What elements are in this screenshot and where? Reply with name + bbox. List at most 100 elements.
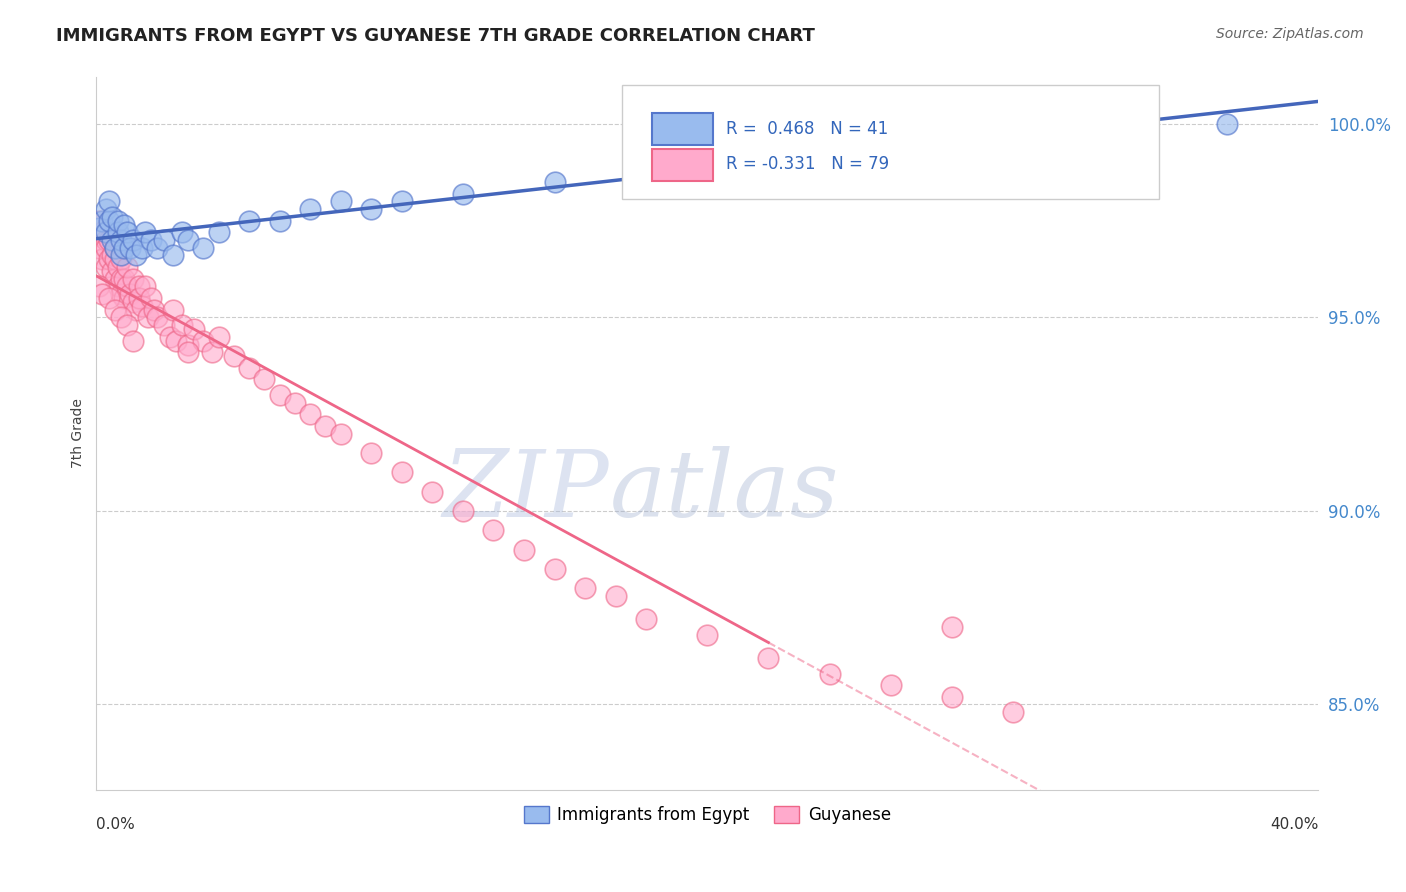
Point	[125, 248, 148, 262]
Point	[97, 213, 120, 227]
Point	[100, 233, 122, 247]
Text: IMMIGRANTS FROM EGYPT VS GUYANESE 7TH GRADE CORRELATION CHART: IMMIGRANTS FROM EGYPT VS GUYANESE 7TH GR…	[56, 27, 815, 45]
Point	[125, 302, 148, 317]
Point	[207, 330, 229, 344]
Point	[152, 318, 174, 333]
Point	[818, 666, 841, 681]
Point	[451, 504, 474, 518]
Point	[128, 291, 150, 305]
Point	[97, 233, 120, 247]
Point	[482, 524, 505, 538]
Text: 40.0%: 40.0%	[1270, 817, 1319, 832]
Point	[104, 252, 127, 267]
Point	[207, 225, 229, 239]
Point	[360, 446, 382, 460]
Point	[107, 213, 129, 227]
Point	[238, 360, 260, 375]
Point	[97, 194, 120, 209]
Point	[193, 334, 215, 348]
Point	[284, 395, 307, 409]
Point	[118, 287, 141, 301]
Point	[128, 279, 150, 293]
Y-axis label: 7th Grade: 7th Grade	[72, 399, 86, 468]
Point	[183, 322, 205, 336]
Point	[115, 318, 138, 333]
Point	[162, 248, 184, 262]
Point	[104, 302, 127, 317]
Point	[605, 589, 627, 603]
Point	[134, 225, 156, 239]
Point	[104, 241, 127, 255]
Point	[170, 225, 193, 239]
Point	[422, 484, 444, 499]
Point	[269, 388, 291, 402]
Point	[574, 582, 596, 596]
Point	[115, 225, 138, 239]
Point	[146, 241, 169, 255]
Point	[100, 229, 122, 244]
Point	[360, 202, 382, 216]
Point	[253, 372, 276, 386]
Point	[100, 264, 122, 278]
Point	[110, 287, 132, 301]
Point	[152, 233, 174, 247]
Text: R = -0.331   N = 79: R = -0.331 N = 79	[725, 155, 889, 173]
Point	[122, 233, 145, 247]
Point	[112, 271, 135, 285]
Point	[941, 690, 963, 704]
Point	[391, 465, 413, 479]
Point	[122, 271, 145, 285]
Point	[165, 334, 187, 348]
Point	[122, 294, 145, 309]
Point	[314, 418, 336, 433]
Legend: Immigrants from Egypt, Guyanese: Immigrants from Egypt, Guyanese	[517, 799, 897, 831]
Point	[513, 542, 536, 557]
Point	[143, 302, 166, 317]
Point	[89, 241, 111, 255]
Point	[136, 310, 159, 325]
FancyBboxPatch shape	[652, 149, 713, 181]
Point	[146, 310, 169, 325]
Point	[110, 233, 132, 247]
Point	[222, 349, 245, 363]
Point	[201, 345, 224, 359]
Point	[177, 337, 200, 351]
Point	[110, 310, 132, 325]
Point	[100, 210, 122, 224]
Text: ZIP: ZIP	[443, 445, 610, 535]
Point	[115, 279, 138, 293]
Point	[107, 279, 129, 293]
Point	[141, 291, 163, 305]
Point	[104, 241, 127, 255]
Point	[110, 248, 132, 262]
Point	[543, 562, 565, 576]
Point	[97, 252, 120, 267]
Point	[115, 260, 138, 274]
Point	[91, 252, 114, 267]
Point	[849, 136, 872, 151]
Text: 0.0%: 0.0%	[97, 817, 135, 832]
Point	[107, 225, 129, 239]
Point	[94, 260, 117, 274]
Point	[696, 155, 718, 169]
Point	[391, 194, 413, 209]
Text: R =  0.468   N = 41: R = 0.468 N = 41	[725, 120, 889, 137]
Point	[110, 271, 132, 285]
FancyBboxPatch shape	[621, 85, 1160, 199]
Point	[104, 271, 127, 285]
Point	[329, 426, 352, 441]
Text: atlas: atlas	[610, 445, 839, 535]
Point	[177, 233, 200, 247]
Point	[100, 248, 122, 262]
Point	[177, 345, 200, 359]
Point	[134, 279, 156, 293]
Point	[110, 252, 132, 267]
Point	[131, 241, 153, 255]
Point	[543, 175, 565, 189]
Point	[89, 279, 111, 293]
Point	[329, 194, 352, 209]
Point	[879, 678, 901, 692]
Point	[696, 628, 718, 642]
Point	[94, 225, 117, 239]
Point	[193, 241, 215, 255]
